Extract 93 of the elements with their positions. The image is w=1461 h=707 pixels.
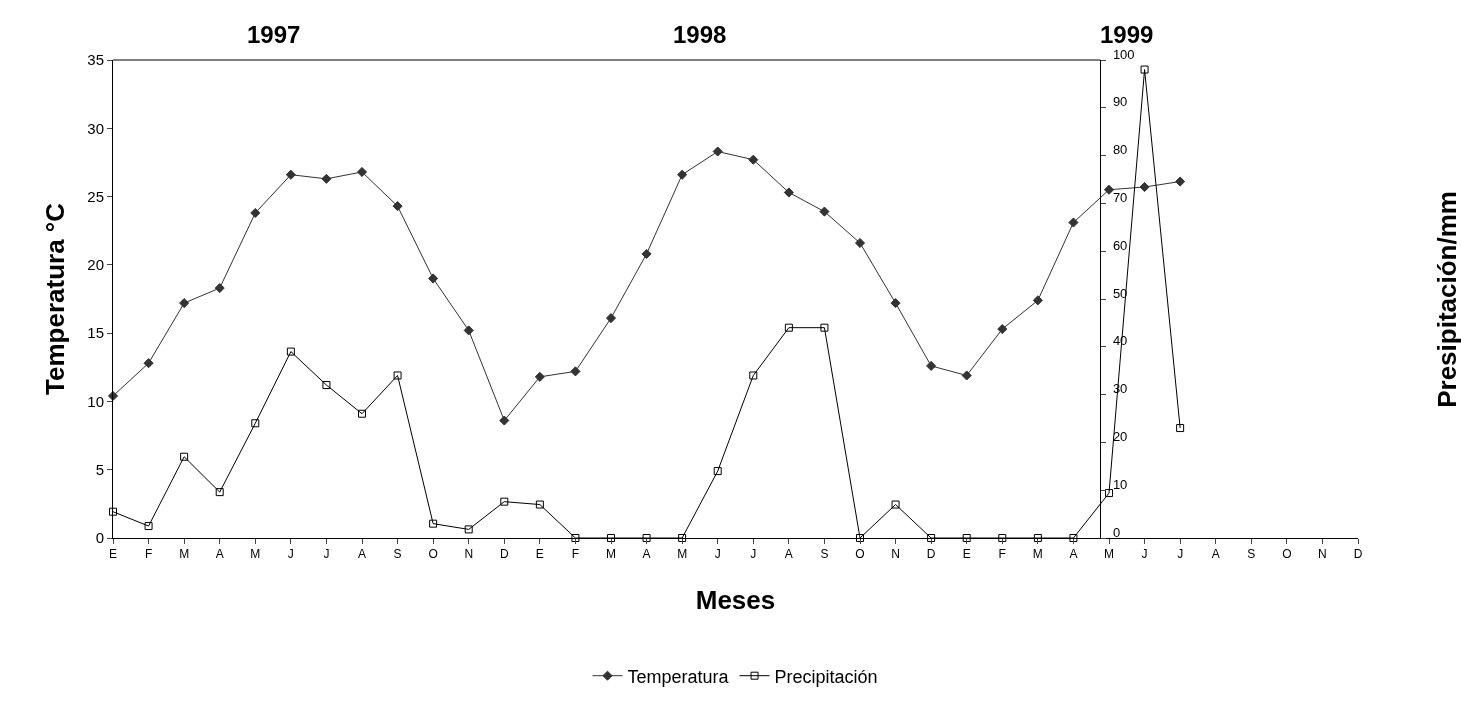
point	[1068, 217, 1079, 228]
x-tick-label: F	[571, 547, 580, 562]
x-tick-label: O	[855, 547, 865, 562]
x-tick-label: M	[250, 547, 261, 562]
point	[819, 206, 830, 217]
point	[926, 360, 937, 371]
x-tick-label: N	[891, 547, 900, 562]
x-tick-label: A	[1069, 547, 1078, 562]
x-tick-label: J	[1177, 547, 1184, 562]
y-tick-label: 5	[95, 460, 104, 478]
x-tick-label: A	[1211, 547, 1220, 562]
legend-label: Temperatura	[627, 666, 730, 687]
y2-tick-label: 20	[1112, 428, 1128, 444]
point	[1032, 295, 1043, 306]
x-tick-label: A	[642, 547, 651, 562]
x-tick-label: E	[962, 547, 971, 562]
y2-axis-title: Presipitación/mm	[1431, 191, 1461, 408]
x-tick-label: D	[1353, 547, 1363, 562]
x-tick-label: J	[714, 547, 721, 562]
x-tick-label: E	[535, 547, 544, 562]
y-tick-label: 10	[87, 392, 104, 410]
x-tick-label: M	[179, 547, 190, 562]
point	[570, 366, 581, 377]
x-tick-label: S	[393, 547, 402, 562]
point	[1139, 181, 1150, 193]
y-tick-label: 25	[87, 187, 104, 205]
y-tick-label: 35	[87, 51, 104, 69]
y2-tick-label: 10	[1112, 476, 1128, 492]
x-axis-title: Meses	[695, 585, 776, 616]
point	[463, 325, 474, 336]
legend-label: Precipitación	[774, 666, 878, 687]
x-tick-label: M	[1032, 547, 1043, 562]
point	[854, 237, 866, 249]
x-tick-label: S	[1247, 547, 1256, 562]
point	[392, 201, 403, 212]
x-tick-label: N	[1318, 547, 1327, 562]
y-tick-label: 20	[87, 256, 104, 274]
x-tick-label: A	[215, 547, 224, 562]
x-tick-label: D	[499, 547, 509, 562]
point	[1175, 176, 1186, 187]
y-tick-label: 15	[87, 324, 104, 342]
x-tick-label: N	[464, 547, 474, 562]
point	[285, 169, 296, 180]
x-tick-label: M	[1104, 547, 1114, 562]
x-tick-label: O	[1282, 547, 1292, 562]
y2-tick-label: 50	[1112, 285, 1128, 301]
y2-tick-label: 70	[1112, 189, 1128, 205]
x-tick-label: D	[926, 547, 936, 562]
text: 1998	[673, 21, 727, 48]
point	[641, 248, 652, 259]
point	[1103, 184, 1115, 195]
point	[499, 415, 510, 426]
y-axis-title: Temperatura °C	[39, 202, 70, 395]
point	[107, 390, 119, 402]
y2-tick-label: 80	[1112, 142, 1128, 158]
text: 1997	[247, 21, 301, 48]
x-tick-label: S	[820, 547, 829, 562]
y2-tick-label: 90	[1112, 94, 1128, 110]
y-tick-label: 30	[87, 119, 104, 137]
y-tick-label: 0	[95, 529, 104, 547]
point	[677, 169, 688, 180]
x-tick-label: O	[428, 547, 438, 562]
x-tick-label: E	[108, 547, 118, 562]
x-tick-label: A	[357, 547, 367, 562]
x-tick-label: F	[144, 547, 153, 562]
y2-tick-label: 60	[1112, 237, 1128, 253]
point	[321, 173, 332, 184]
point	[534, 371, 545, 382]
point	[783, 187, 794, 198]
y2-tick-label: 40	[1112, 333, 1128, 349]
point	[748, 154, 759, 165]
point	[250, 207, 261, 219]
point	[961, 370, 972, 381]
x-tick-label: J	[1141, 547, 1148, 562]
point	[356, 166, 368, 178]
x-tick-label: A	[784, 547, 793, 562]
x-tick-label: J	[323, 547, 330, 562]
point	[179, 298, 190, 309]
point	[890, 298, 901, 309]
point	[214, 283, 225, 294]
y2-tick-label: 100	[1112, 46, 1135, 62]
point	[997, 324, 1008, 335]
point	[605, 313, 617, 324]
point	[428, 273, 439, 284]
x-tick-label: M	[606, 547, 616, 562]
text: 1999	[1100, 21, 1154, 48]
x-tick-label: M	[677, 547, 688, 562]
x-tick-label: J	[750, 547, 757, 562]
x-tick-label: J	[287, 547, 294, 562]
x-tick-label: F	[998, 547, 1006, 562]
y2-tick-label: 0	[1112, 524, 1121, 540]
point	[712, 146, 723, 157]
point	[143, 358, 154, 369]
